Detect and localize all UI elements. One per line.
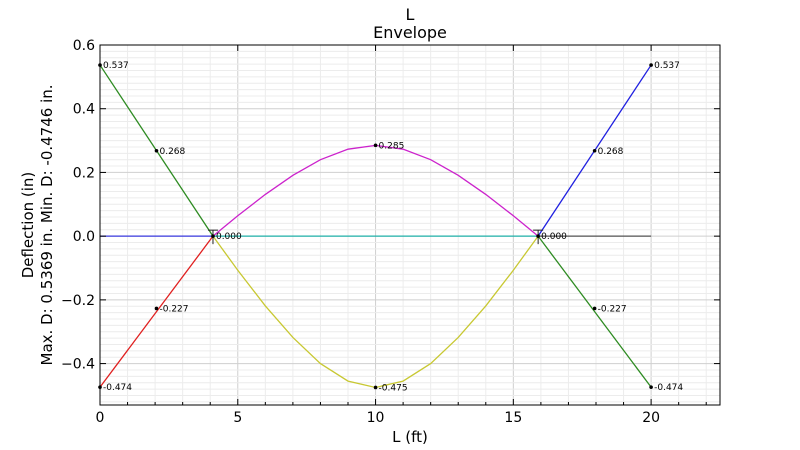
data-labels: 0.537 0.268 -0.227 -0.474 0.000 0.285 -0.475 0.… [98,61,683,393]
x-tick-label: 5 [233,410,242,426]
y-tick-label: −0.2 [61,293,95,309]
x-tick-label: 10 [367,410,385,426]
y-axis-label-maxmin: Max. D: 0.5369 in. Min. D: -0.4746 in. [38,84,56,365]
data-label-8: 0.268 [598,147,624,157]
x-tick-label: 15 [504,410,522,426]
y-tick-label: 0.2 [73,165,95,181]
plot-frame [99,44,721,406]
chart-subtitle: Envelope [373,23,447,42]
data-label-0: 0.537 [103,61,129,71]
data-point-7 [536,234,540,238]
x-tick-label: 0 [96,410,105,426]
data-label-10: 0.537 [654,61,680,71]
data-label-6: -0.475 [379,383,408,393]
data-point-2 [154,306,159,311]
grid [99,44,720,405]
data-label-11: -0.474 [654,383,683,393]
x-tick-label: 20 [642,410,660,426]
y-tick-label: −0.4 [61,357,95,373]
data-label-3: -0.474 [103,383,132,393]
data-label-9: -0.227 [598,304,627,314]
series-line-1 [537,235,652,388]
data-point-11 [649,385,653,389]
data-point-6 [373,385,378,390]
data-point-1 [154,148,159,153]
y-tick-label: 0.0 [73,229,95,245]
data-point-8 [592,148,597,153]
x-axis-label: L (ft) [392,428,428,446]
data-label-5: 0.285 [379,141,405,151]
y-tick-label: 0.4 [73,102,95,118]
data-point-5 [373,143,378,148]
data-label-7: 0.000 [541,232,567,242]
data-point-9 [592,306,597,311]
chart-title: L [406,5,415,24]
series-line-2 [99,235,214,388]
axis-ticks: 0 5 10 15 20 −0.4 −0.2 0.0 0.2 0.4 0.6 [61,38,720,426]
y-axis-label-deflection: Deflection (in) [19,172,37,279]
y-tick-label: 0.6 [73,38,95,54]
data-label-4: 0.000 [216,232,242,242]
data-label-2: -0.227 [159,304,188,314]
data-label-1: 0.268 [159,147,185,157]
data-point-4 [211,234,215,238]
data-point-10 [649,63,653,67]
